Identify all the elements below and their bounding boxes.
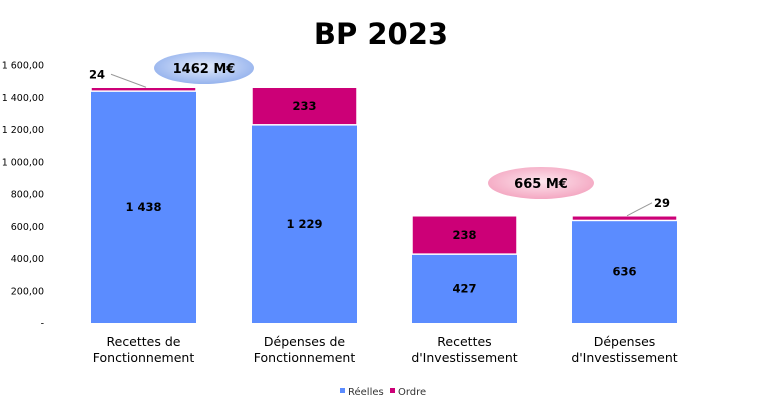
chart-title: BP 2023 [314,17,448,51]
legend-label: Ordre [398,387,426,398]
y-tick-label: 1 000,00 [2,157,44,168]
bar-segment-ordre [571,215,678,222]
y-tick-label: 1 600,00 [2,61,44,72]
y-axis: - 200,00 400,00 600,00 800,00 1 000,00 1 200,0… [2,61,44,330]
x-category-label: Recettes de Fonctionnement [93,334,195,365]
bar-segment-ordre [251,86,358,126]
y-tick-label: 200,00 [11,286,44,297]
y-tick-label: - [41,319,44,330]
x-category-label: Dépenses de Fonctionnement [254,334,356,365]
bar-segment-reelles [572,220,677,323]
x-category-label: Recettes d'Investissement [411,334,517,365]
total-callout-bubble [154,52,254,84]
y-tick-label: 800,00 [11,190,44,201]
legend: Réelles Ordre [340,386,426,398]
legend-swatch [340,388,345,393]
category-labels: Recettes de Fonctionnement Dépenses de Fonc… [93,334,678,365]
leader-line [110,73,147,88]
bar-segment-reelles [252,124,357,323]
data-label-reelles: 427 [452,282,476,296]
bar-segment-reelles [412,254,517,323]
data-label-reelles: 1 229 [286,217,322,231]
y-tick-label: 1 200,00 [2,125,44,136]
legend-label: Réelles [348,386,384,398]
total-callout-bubble [488,167,594,199]
bars [90,86,678,323]
bar-segment-reelles [91,91,196,323]
callouts: 1462 M€ 665 M€ [154,52,594,199]
leader-line [626,202,653,217]
y-tick-label: 400,00 [11,254,44,265]
data-label-reelles: 1 438 [125,200,161,214]
legend-swatch [390,388,395,393]
value-labels: 1 438 24 1 229 233 427 238 636 29 [89,67,670,295]
data-label-ordre: 238 [452,228,476,242]
bar-segment-ordre [90,86,197,92]
data-label-ordre: 24 [89,67,105,81]
total-callout-label: 665 M€ [514,177,568,192]
y-tick-label: 1 400,00 [2,93,44,104]
data-label-reelles: 636 [612,265,636,279]
total-callout-label: 1462 M€ [173,62,236,77]
x-category-label: Dépenses d'Investissement [571,334,677,365]
bar-segment-ordre [411,215,518,255]
data-label-ordre: 233 [292,99,316,113]
y-tick-label: 600,00 [11,222,44,233]
data-label-ordre: 29 [654,196,670,210]
